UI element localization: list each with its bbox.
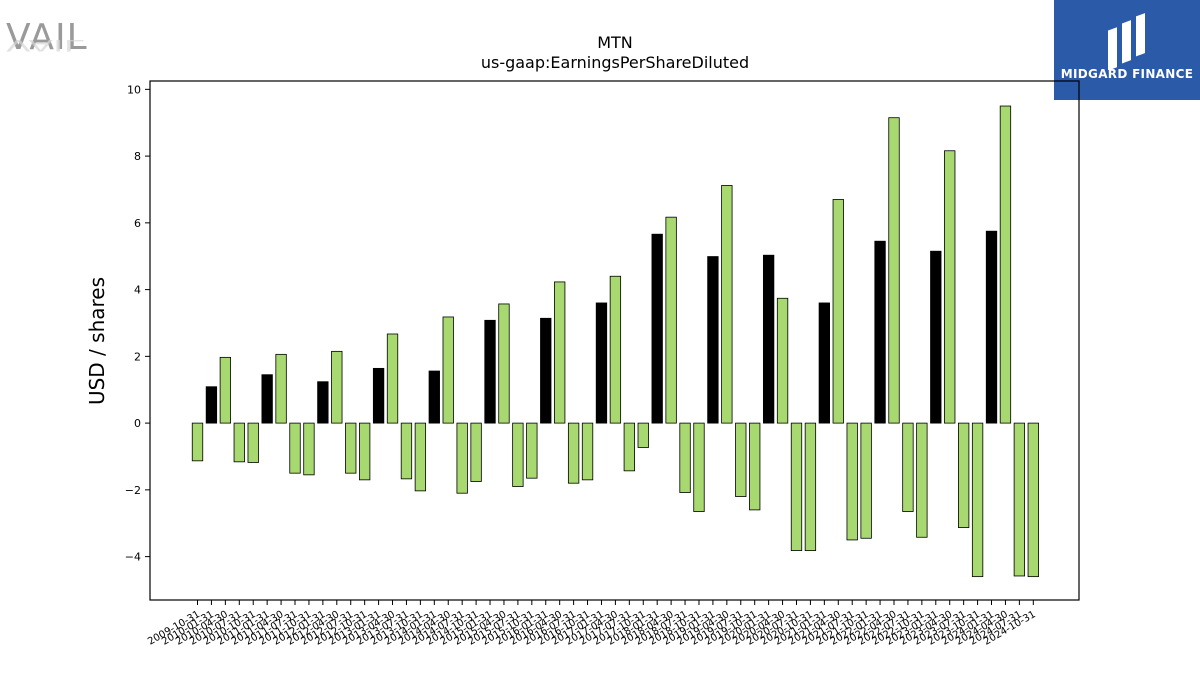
bar-2024-10-31 [1027, 422, 1039, 578]
bar-2012-07-31 [345, 422, 357, 474]
bar-2020-04-30 [776, 297, 789, 424]
bar-2019-04-30 [721, 185, 733, 424]
bar-2021-04-30 [832, 199, 844, 424]
bar-2015-04-30 [498, 303, 510, 424]
bar-2017-07-31 [623, 422, 635, 472]
bar-2022-07-31 [902, 422, 914, 512]
bar-2015-01-31 [484, 319, 496, 424]
bar-2023-01-31 [930, 250, 942, 424]
bar-2018-07-31 [679, 422, 691, 493]
vail-logo: VAIL VAIL [6, 18, 96, 78]
y-axis-label: USD / shares [85, 277, 109, 405]
bar-2012-10-31 [359, 422, 371, 481]
bar-2014-01-31 [428, 370, 440, 424]
bar-2021-07-31 [846, 422, 858, 541]
bars-group [191, 105, 1039, 578]
bar-2011-10-31 [303, 422, 315, 476]
bar-2023-04-30 [944, 150, 956, 424]
bar-2020-07-31 [790, 422, 803, 552]
bar-2022-01-31 [874, 240, 886, 424]
midgard-logo-text: MIDGARD FINANCE [1060, 67, 1194, 81]
chart-title: MTN [597, 33, 633, 52]
bar-2019-01-31 [707, 256, 719, 424]
bar-2014-04-30 [442, 316, 454, 424]
midgard-mark-icon [1108, 13, 1145, 70]
bar-2016-07-31 [567, 422, 580, 484]
chart-subtitle: us-gaap:EarningsPerShareDiluted [481, 53, 749, 72]
y-tick-label: 6 [134, 217, 141, 230]
x-axis-ticks: 2009-10-312010-01-312010-04-302010-07-31… [146, 600, 1038, 648]
bar-2009-10-31 [191, 422, 204, 462]
y-tick-label: −4 [125, 551, 141, 564]
plot-frame [149, 80, 1080, 601]
midgard-finance-logo: MIDGARD FINANCE [1054, 0, 1200, 100]
bar-2016-04-30 [554, 281, 566, 424]
y-tick-label: −2 [125, 484, 141, 497]
bar-2017-01-31 [595, 302, 608, 424]
bar-2010-10-31 [247, 422, 259, 463]
bar-2018-04-30 [665, 216, 677, 424]
bar-2011-04-30 [275, 353, 287, 424]
bar-2021-01-31 [818, 302, 830, 424]
bar-2018-01-31 [651, 233, 663, 424]
bar-2017-04-30 [609, 275, 622, 424]
bar-2022-10-31 [916, 422, 928, 538]
bar-2020-10-31 [804, 422, 817, 552]
bar-2013-07-31 [400, 422, 413, 480]
bar-2022-04-30 [888, 117, 900, 424]
bar-2024-07-31 [1013, 422, 1026, 577]
bar-2013-01-31 [372, 367, 385, 424]
vail-logo-text: VAIL [6, 17, 88, 58]
bar-2013-04-30 [386, 333, 399, 424]
bar-2010-04-30 [219, 356, 232, 424]
bar-2012-01-31 [317, 381, 329, 424]
bar-2012-04-30 [331, 350, 343, 424]
bar-2023-10-31 [971, 422, 984, 578]
bar-2013-10-31 [414, 422, 427, 492]
bar-2015-07-31 [512, 422, 524, 487]
bar-2018-10-31 [693, 422, 705, 512]
bar-2024-01-31 [985, 230, 998, 424]
y-tick-label: 2 [134, 350, 141, 363]
bar-2016-01-31 [540, 317, 552, 424]
bar-2011-07-31 [289, 422, 301, 474]
y-tick-label: 0 [134, 417, 141, 430]
y-tick-label: 4 [134, 284, 141, 297]
bar-2023-07-31 [958, 422, 970, 528]
y-tick-label: 10 [127, 83, 141, 96]
bar-2016-10-31 [581, 422, 594, 481]
bar-2020-01-31 [762, 254, 775, 424]
bar-2024-04-30 [999, 105, 1012, 424]
bar-2019-10-31 [749, 422, 761, 511]
bar-2015-10-31 [526, 422, 538, 479]
bar-2014-10-31 [470, 422, 482, 482]
y-axis-ticks: −4 −2 0 2 4 6 8 10 [125, 83, 150, 564]
bar-2010-07-31 [233, 422, 245, 463]
bar-2010-01-31 [205, 386, 218, 424]
bar-2011-01-31 [261, 374, 273, 424]
bar-2017-10-31 [637, 422, 649, 448]
y-tick-label: 8 [134, 150, 141, 163]
bar-2021-10-31 [860, 422, 872, 539]
bar-2019-07-31 [735, 422, 747, 497]
bar-2014-07-31 [456, 422, 468, 494]
